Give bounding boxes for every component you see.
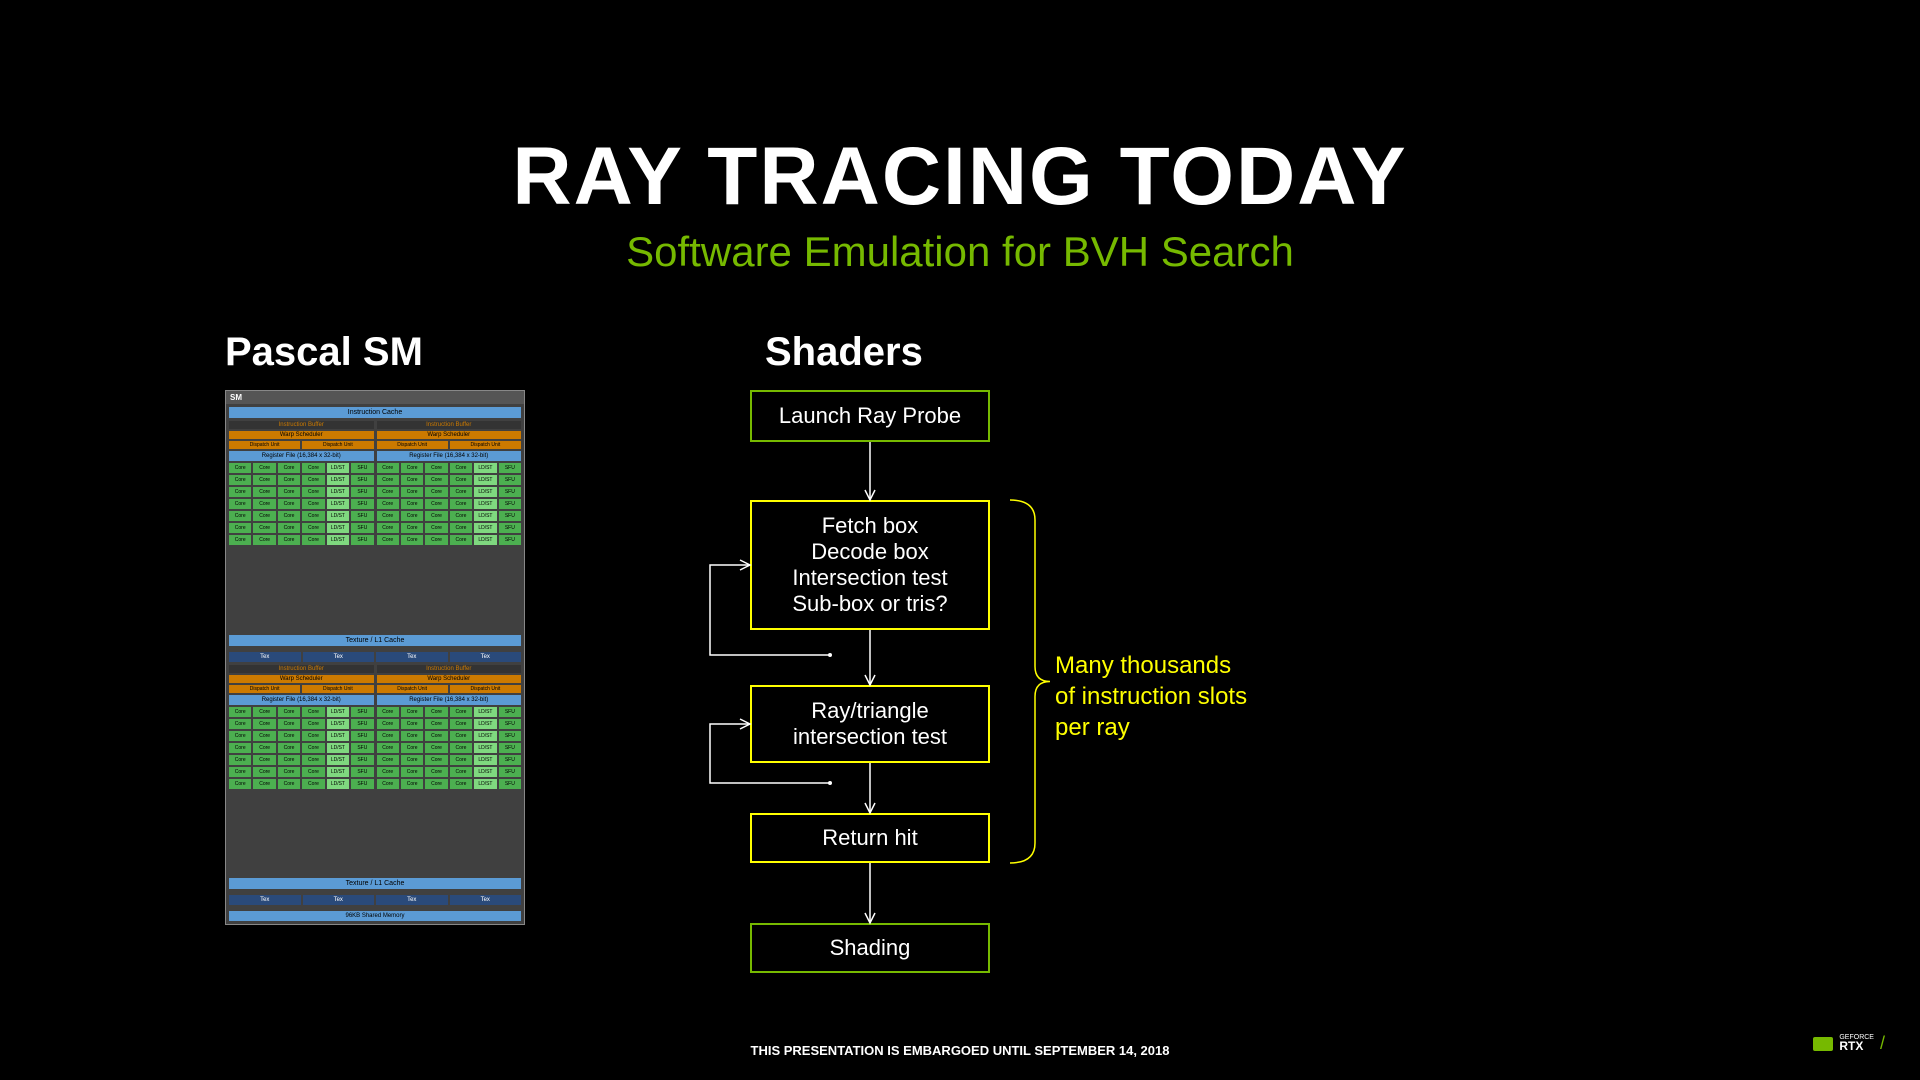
nvidia-icon: [1813, 1037, 1833, 1051]
slash-icon: /: [1880, 1033, 1885, 1054]
main-title: RAY TRACING TODAY: [0, 130, 1920, 224]
pascal-label: Pascal SM: [225, 330, 423, 375]
subtitle: Software Emulation for BVH Search: [0, 228, 1920, 276]
sm-header: SM: [226, 391, 524, 404]
rtx-text: GEFORCE RTX: [1839, 1035, 1874, 1052]
embargo-footer: THIS PRESENTATION IS EMBARGOED UNTIL SEP…: [0, 1043, 1920, 1058]
rtx-logo: GEFORCE RTX /: [1813, 1033, 1885, 1054]
shaders-label: Shaders: [765, 330, 923, 375]
annotation-text: Many thousandsof instruction slotsper ra…: [1055, 650, 1247, 744]
pascal-sm-diagram: SM Instruction Cache Instruction Buffer …: [225, 390, 525, 925]
